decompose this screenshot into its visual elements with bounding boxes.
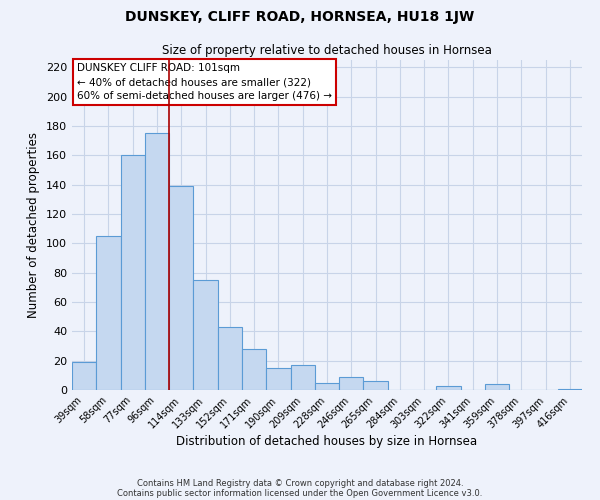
Text: DUNSKEY, CLIFF ROAD, HORNSEA, HU18 1JW: DUNSKEY, CLIFF ROAD, HORNSEA, HU18 1JW	[125, 10, 475, 24]
Title: Size of property relative to detached houses in Hornsea: Size of property relative to detached ho…	[162, 44, 492, 58]
Bar	[72, 362, 96, 390]
Bar	[193, 280, 218, 390]
Text: Contains public sector information licensed under the Open Government Licence v3: Contains public sector information licen…	[118, 488, 482, 498]
Bar	[121, 156, 145, 390]
X-axis label: Distribution of detached houses by size in Hornsea: Distribution of detached houses by size …	[176, 436, 478, 448]
Bar	[96, 236, 121, 390]
Bar	[558, 388, 582, 390]
Bar	[242, 349, 266, 390]
Y-axis label: Number of detached properties: Number of detached properties	[28, 132, 40, 318]
Bar	[436, 386, 461, 390]
Bar	[218, 327, 242, 390]
Bar	[364, 381, 388, 390]
Bar	[339, 377, 364, 390]
Bar	[290, 365, 315, 390]
Bar	[145, 134, 169, 390]
Text: DUNSKEY CLIFF ROAD: 101sqm
← 40% of detached houses are smaller (322)
60% of sem: DUNSKEY CLIFF ROAD: 101sqm ← 40% of deta…	[77, 64, 332, 102]
Bar	[485, 384, 509, 390]
Bar	[266, 368, 290, 390]
Bar	[169, 186, 193, 390]
Bar	[315, 382, 339, 390]
Text: Contains HM Land Registry data © Crown copyright and database right 2024.: Contains HM Land Registry data © Crown c…	[137, 478, 463, 488]
